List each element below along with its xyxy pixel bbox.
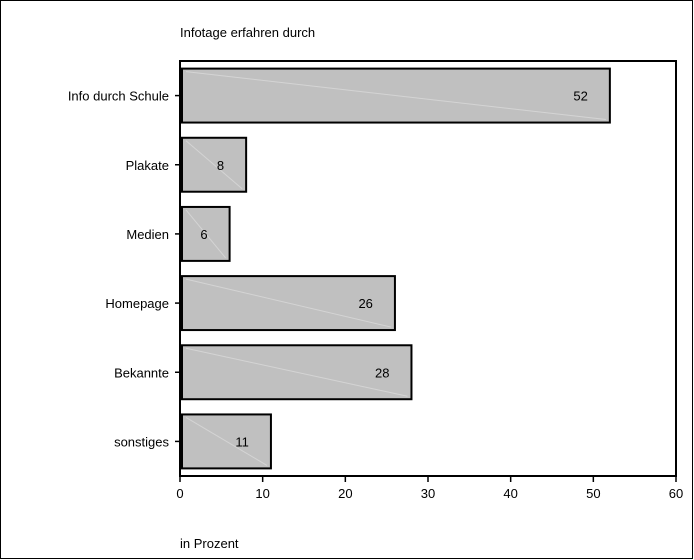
x-tick-label-3: 30 xyxy=(421,486,435,501)
plot-area: Info durch Schule 52 Plakate 8 Medien 6 Homepa… xyxy=(68,60,683,501)
data-label-3: 26 xyxy=(358,296,372,311)
category-label-1: Plakate xyxy=(126,158,169,173)
bar-sheen-0 xyxy=(185,71,606,121)
category-label-0: Info durch Schule xyxy=(68,89,169,104)
x-tick-label-4: 40 xyxy=(503,486,517,501)
category-label-5: sonstiges xyxy=(114,434,169,449)
chart-title: Infotage erfahren durch xyxy=(180,25,315,40)
category-label-4: Bekannte xyxy=(114,365,169,380)
x-tick-label-6: 60 xyxy=(669,486,683,501)
bar-sheen-1 xyxy=(185,140,243,190)
x-tick-label-5: 50 xyxy=(586,486,600,501)
data-label-1: 8 xyxy=(217,158,224,173)
bar-sheen-4 xyxy=(185,347,408,397)
x-tick-label-0: 0 xyxy=(176,486,183,501)
data-label-4: 28 xyxy=(375,365,389,380)
data-label-2: 6 xyxy=(200,227,207,242)
data-label-0: 52 xyxy=(573,89,587,104)
category-label-3: Homepage xyxy=(105,296,169,311)
x-tick-label-2: 20 xyxy=(338,486,352,501)
x-axis-label: in Prozent xyxy=(180,536,239,551)
x-tick-label-1: 10 xyxy=(255,486,269,501)
bar-sheen-2 xyxy=(185,209,226,259)
data-label-5: 11 xyxy=(235,434,249,449)
bar-sheen-3 xyxy=(185,278,392,328)
category-label-2: Medien xyxy=(126,227,169,242)
bar-sheen-5 xyxy=(185,417,268,466)
